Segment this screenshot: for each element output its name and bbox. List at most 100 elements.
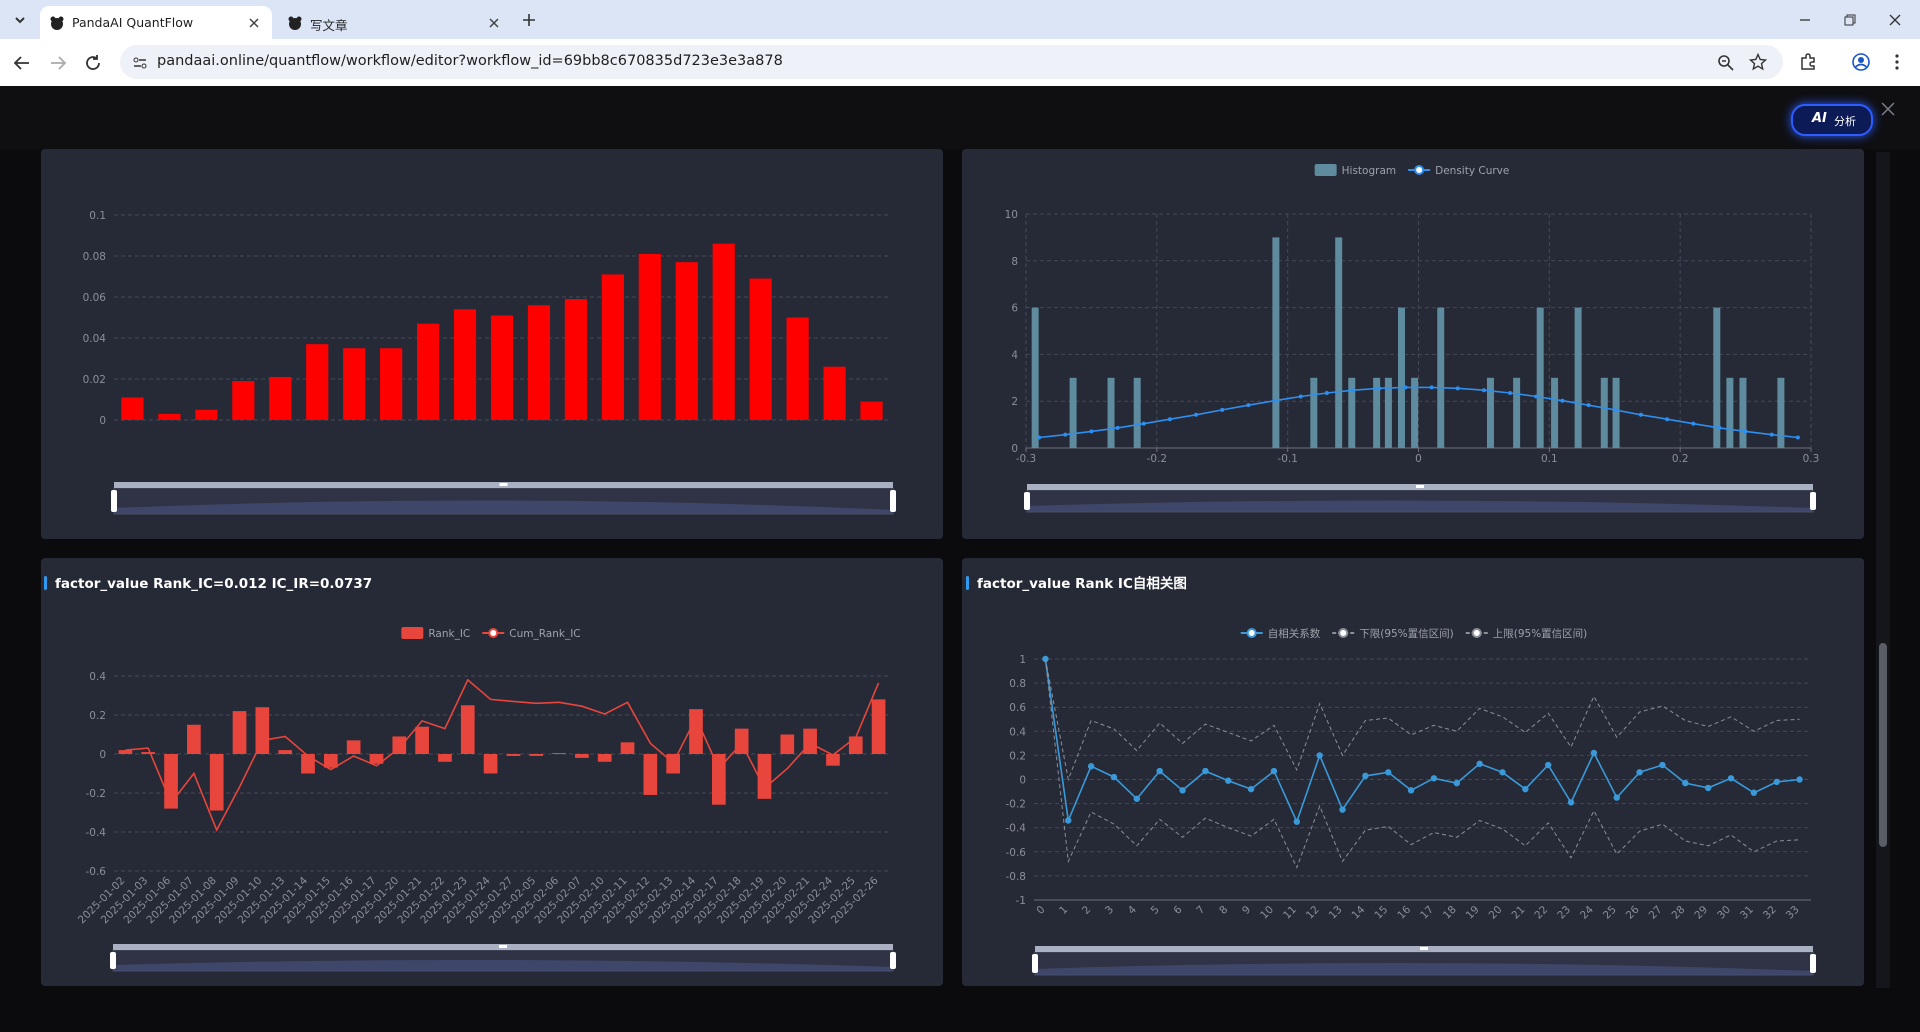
y-tick-label: 0.2 (1009, 750, 1026, 762)
point (1795, 435, 1800, 440)
extensions[interactable] (1799, 53, 1817, 71)
zoom-handle[interactable] (1810, 954, 1816, 973)
bar (1612, 377, 1620, 448)
legend-swatch (1338, 628, 1349, 638)
legend-swatch (401, 627, 424, 639)
line (125, 678, 880, 832)
point (1324, 391, 1329, 396)
bar (675, 262, 698, 420)
y-tick-label: 0 (99, 749, 106, 761)
scrollbar-track (1876, 152, 1890, 988)
bar (278, 750, 293, 754)
bar (734, 728, 749, 754)
zoom-handle[interactable] (1810, 492, 1816, 510)
forward-glyph (51, 56, 67, 70)
zoom-grip (499, 945, 507, 948)
scrollbar-thumb[interactable] (1879, 643, 1887, 847)
y-tick-label: 0.2 (89, 710, 106, 722)
bar (346, 740, 361, 754)
point (1612, 407, 1617, 412)
bar (195, 409, 218, 420)
line (1044, 658, 1800, 869)
y-tick-label: 0 (1011, 443, 1018, 455)
restore[interactable] (1843, 13, 1857, 27)
x-tick-label: 0.2 (1672, 453, 1689, 465)
address-bar[interactable]: pandaai.online/quantflow/workflow/editor… (120, 45, 1783, 79)
zoom-handle[interactable] (111, 490, 117, 512)
menu-dot (1895, 54, 1899, 58)
zoom-preview (113, 959, 893, 971)
new-tab[interactable] (522, 13, 536, 27)
legend-swatch (1246, 628, 1257, 638)
bar (823, 366, 846, 420)
tab-search[interactable] (12, 12, 28, 28)
tab[interactable]: 写文章 (278, 6, 510, 39)
minimize[interactable] (1798, 13, 1812, 27)
bar (255, 707, 270, 754)
point (1087, 763, 1095, 770)
menu-dot (1895, 66, 1899, 70)
bar (803, 728, 817, 754)
bar (1777, 377, 1785, 448)
y-tick-label: -0.4 (86, 827, 107, 839)
y-tick-label: 0.8 (1009, 678, 1026, 690)
reload-glyph (86, 55, 100, 70)
zoom[interactable] (1717, 54, 1735, 72)
bar (1397, 307, 1405, 448)
point (1769, 432, 1774, 437)
menu[interactable] (1893, 53, 1901, 71)
bar (1384, 377, 1392, 448)
close-glyph (249, 18, 259, 28)
point (1455, 386, 1460, 391)
point (1407, 787, 1415, 794)
bar (1348, 377, 1356, 448)
zoom-handle[interactable] (1032, 954, 1038, 973)
point (1796, 776, 1803, 783)
reload[interactable] (84, 54, 102, 72)
zoom-handle[interactable] (1024, 492, 1030, 510)
profile[interactable] (1852, 53, 1870, 71)
tab-close[interactable] (488, 17, 500, 29)
zoom-handle[interactable] (890, 952, 896, 969)
bar (269, 376, 292, 420)
y-tick-label: 1 (1019, 654, 1026, 666)
tab-close[interactable] (248, 17, 260, 29)
close-window[interactable] (1888, 13, 1902, 27)
close-panel[interactable] (1881, 102, 1895, 116)
site-info[interactable] (132, 55, 148, 71)
bar (826, 754, 840, 766)
bar (749, 278, 772, 420)
zoom-glyph (1722, 60, 1734, 71)
chart-title: factor_value Rank IC自相关图 (977, 575, 1187, 592)
point (1225, 777, 1232, 784)
browser-chrome: PandaAI QuantFlow 写文章 pandaai.online/qua… (0, 0, 1920, 86)
zoom-handle[interactable] (890, 490, 896, 512)
point (1089, 429, 1094, 434)
bar (306, 344, 329, 420)
star-glyph (1749, 53, 1767, 71)
point (1272, 398, 1277, 403)
x-tick-label: 0 (1415, 453, 1422, 465)
tab[interactable]: PandaAI QuantFlow (40, 6, 272, 39)
bar (601, 274, 624, 420)
point (1037, 435, 1042, 440)
point (1773, 778, 1780, 786)
y-tick-label: 2 (1011, 396, 1018, 408)
bar (638, 253, 661, 420)
tune-glyph (141, 63, 147, 69)
ai-analysis-button[interactable]: AI 分析 (1791, 104, 1873, 136)
back[interactable] (13, 54, 31, 72)
profile-glyph (1854, 63, 1868, 68)
zoom-handle[interactable] (110, 952, 116, 969)
y-tick-label: 0.4 (89, 671, 106, 683)
legend: 自相关系数 下限(95%置信区间) 上限(95%置信区间) (1240, 627, 1587, 640)
bookmark[interactable] (1749, 53, 1767, 71)
point (1220, 407, 1225, 412)
bar (490, 315, 514, 420)
forward[interactable] (49, 54, 67, 72)
nav-bar (0, 86, 1920, 149)
url: pandaai.online/quantflow/workflow/editor… (157, 53, 783, 69)
bar (158, 413, 181, 420)
point (1430, 775, 1438, 782)
